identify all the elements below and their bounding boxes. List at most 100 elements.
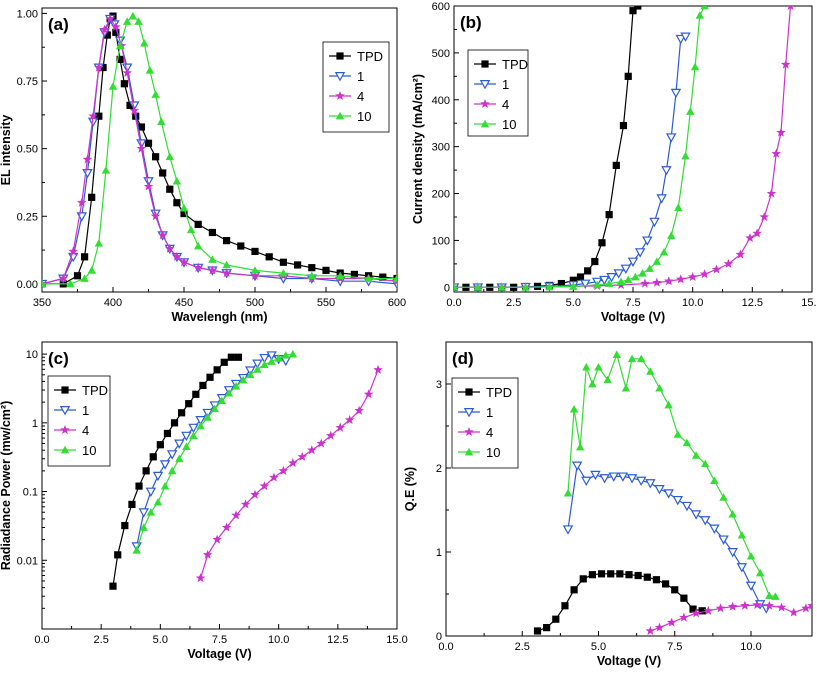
panel-label: (a) (48, 15, 69, 34)
data-point (755, 568, 765, 577)
data-point (576, 273, 585, 281)
series-c4 (454, 6, 794, 292)
data-point (616, 277, 626, 286)
data-point (801, 603, 811, 613)
panel-label: (d) (452, 349, 474, 368)
data-point (570, 586, 578, 594)
x-tick-label: 12.5 (742, 297, 763, 309)
data-point (82, 154, 93, 164)
data-point (165, 243, 175, 253)
data-point (265, 253, 273, 261)
data-point (186, 225, 196, 234)
data-point (207, 265, 218, 275)
y-tick-label: 0.25 (17, 211, 38, 223)
data-point (105, 13, 115, 23)
data-point (727, 548, 738, 558)
data-point (325, 430, 336, 440)
data-point (620, 264, 632, 274)
data-point (195, 573, 206, 583)
data-point (167, 466, 177, 475)
data-point (631, 272, 640, 281)
data-point (227, 353, 235, 361)
data-point (690, 510, 702, 520)
y-tick-label: 0.75 (17, 76, 38, 88)
data-point (616, 570, 624, 578)
data-point (664, 276, 674, 286)
data-point (170, 419, 179, 427)
series-c10 (132, 349, 298, 554)
data-point (335, 422, 345, 432)
data-point (776, 127, 786, 137)
data-point (788, 607, 799, 617)
data-point (612, 350, 621, 358)
data-point (274, 354, 283, 362)
series-line (567, 352, 776, 598)
data-point (666, 231, 676, 240)
data-point (297, 451, 308, 461)
data-point (73, 272, 82, 280)
legend-marker (61, 386, 69, 394)
data-point (101, 166, 111, 174)
legend-label: 4 (486, 425, 493, 440)
y-tick-label: 200 (432, 189, 450, 201)
data-point (719, 493, 728, 501)
data-point (634, 571, 642, 580)
data-point (680, 32, 691, 42)
data-point (571, 461, 583, 471)
data-point (120, 80, 128, 88)
data-point (288, 458, 298, 468)
data-point (735, 249, 746, 259)
x-axis-label: Voltage (V) (187, 647, 251, 661)
y-tick-label: 1 (32, 418, 38, 430)
data-point (196, 421, 205, 430)
x-tick-label: 0.0 (438, 641, 453, 653)
data-point (213, 366, 221, 374)
panel-label: (b) (460, 13, 482, 32)
series-line (454, 6, 792, 288)
series-line (136, 353, 293, 551)
data-point (736, 563, 748, 573)
legend-label: 10 (502, 117, 516, 132)
plot-frame (445, 341, 813, 637)
data-point (231, 510, 241, 520)
data-point (166, 450, 178, 460)
x-tick-label: 600 (388, 297, 406, 309)
data-point (709, 524, 720, 534)
legend-marker (334, 72, 346, 82)
data-point (588, 571, 596, 579)
legend-marker (480, 119, 490, 128)
data-point (681, 151, 690, 160)
data-point (94, 239, 103, 247)
data-point (188, 423, 199, 434)
data-point (252, 359, 263, 369)
y-axis-label: Q.E (%) (403, 467, 417, 511)
legend-marker (463, 408, 475, 418)
chart-b: 0.0 2.5 5.0 7.5 10.0 12.5 15.0 0 100 200 300 400 500… (411, 1, 817, 324)
data-point (635, 476, 647, 487)
series-c10 (563, 350, 780, 600)
data-point (581, 476, 592, 487)
data-point (645, 625, 656, 636)
data-point (670, 88, 682, 99)
data-point (172, 251, 182, 261)
data-point (222, 260, 231, 269)
data-point (234, 353, 243, 361)
data-point (354, 405, 364, 415)
legend-label: 4 (357, 89, 364, 104)
plot-frame (453, 5, 813, 293)
data-point (605, 211, 613, 219)
data-point (149, 453, 157, 461)
data-point (561, 602, 569, 610)
data-point (674, 203, 683, 211)
x-tick-label: 550 (317, 297, 335, 309)
x-tick-label: 10.0 (682, 297, 703, 309)
data-point (771, 148, 781, 158)
data-point (251, 247, 259, 256)
data-point (718, 535, 729, 545)
y-tick-label: 0.00 (17, 279, 38, 291)
data-point (88, 111, 98, 121)
x-axis-label: Wavelengh (nm) (171, 310, 267, 324)
data-point (373, 364, 383, 374)
data-point (159, 169, 167, 177)
data-point (126, 101, 134, 109)
